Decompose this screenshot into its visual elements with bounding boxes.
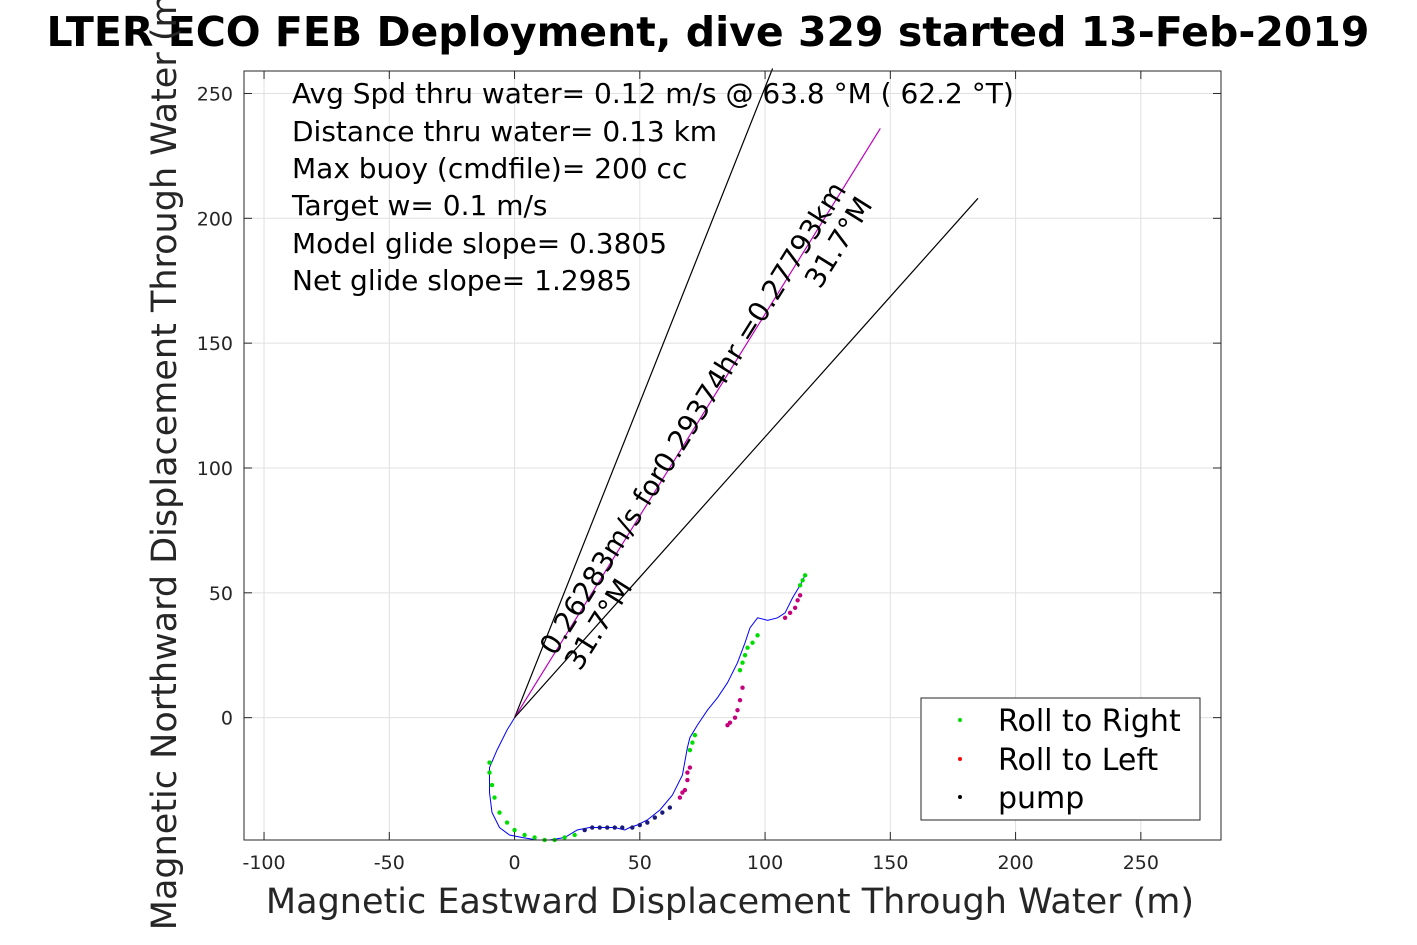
point-roll-to-right: [504, 820, 510, 825]
stat-net-glide: Net glide slope= 1.2985: [292, 264, 632, 297]
y-axis-label: Magnetic Northward Displacement Through …: [145, 0, 185, 930]
point-roll-to-right: [755, 633, 760, 638]
point-pump: [582, 827, 587, 833]
axes-box: [243, 70, 1222, 841]
point-roll-to-right: [740, 660, 745, 665]
point-pump: [597, 825, 602, 830]
x-tick-label: 100: [747, 852, 783, 874]
y-tick-label: 200: [197, 208, 233, 230]
point-pump: [605, 825, 610, 830]
point-roll-to-right: [532, 835, 537, 840]
point-roll-to-left: [682, 787, 688, 793]
point-roll-to-right: [745, 645, 750, 650]
reference-line-cone-right: [514, 197, 979, 719]
point-roll-to-left: [787, 610, 793, 615]
point-pump: [667, 805, 673, 810]
point-roll-to-right: [497, 810, 502, 815]
y-tick-label: 0: [221, 708, 233, 730]
stat-distance: Distance thru water= 0.13 km: [292, 115, 717, 148]
point-pump: [652, 815, 658, 820]
stats-block: Avg Spd thru water= 0.12 m/s @ 63.8 °M (…: [291, 77, 1014, 297]
point-pump: [612, 825, 617, 830]
point-roll-to-left: [797, 593, 803, 598]
x-tick-label: 200: [997, 852, 1033, 874]
grid-lines: [244, 71, 1221, 840]
point-roll-to-right: [800, 578, 805, 583]
point-roll-to-right: [802, 573, 808, 578]
point-roll-to-right: [692, 732, 698, 738]
legend-marker-roll-left: [958, 757, 962, 761]
point-roll-to-left: [677, 795, 683, 800]
point-roll-to-right: [572, 832, 577, 838]
point-roll-to-left: [782, 615, 788, 620]
axes: [243, 70, 1222, 841]
point-roll-to-right: [742, 653, 748, 658]
point-roll-to-right: [750, 640, 755, 645]
point-roll-to-left: [727, 720, 733, 725]
stat-model-glide: Model glide slope= 0.3805: [292, 227, 667, 260]
point-roll-to-left: [687, 765, 693, 770]
reference-line-cone-left: [513, 68, 774, 718]
point-pump: [637, 822, 643, 828]
point-pump: [660, 810, 665, 815]
point-roll-to-left: [795, 598, 800, 603]
x-tick-label: -50: [374, 852, 405, 874]
y-tick-label: 150: [197, 333, 233, 355]
point-roll-to-right: [492, 795, 497, 800]
glider-track: [489, 575, 806, 841]
chart-title: LTER ECO FEB Deployment, dive 329 starte…: [47, 8, 1370, 56]
x-axis-label: Magnetic Eastward Displacement Through W…: [266, 882, 1194, 922]
legend: Roll to Right Roll to Left pump: [920, 697, 1201, 821]
y-tick-label: 100: [197, 458, 233, 480]
legend-label-roll-left: Roll to Left: [998, 743, 1158, 778]
x-tick-label: 0: [509, 852, 521, 874]
point-roll-to-left: [732, 715, 738, 720]
point-roll-to-right: [512, 827, 517, 833]
point-roll-to-left: [735, 707, 740, 713]
point-roll-to-right: [489, 782, 495, 788]
y-tick-label: 250: [197, 83, 233, 105]
x-tick-label: -100: [242, 852, 285, 874]
point-roll-to-right: [487, 760, 492, 765]
stat-target-w: Target w= 0.1 m/s: [291, 189, 548, 222]
point-roll-to-right: [737, 668, 743, 673]
x-tick-label: 250: [1123, 852, 1159, 874]
point-roll-to-left: [685, 770, 690, 775]
point-roll-to-right: [687, 747, 693, 753]
legend-label-pump: pump: [998, 781, 1084, 816]
x-tick-label: 50: [628, 852, 652, 874]
point-roll-to-right: [690, 740, 695, 745]
stat-max-buoy: Max buoy (cmdfile)= 200 cc: [292, 152, 687, 185]
point-roll-to-right: [797, 583, 803, 588]
point-roll-to-left: [792, 605, 798, 611]
point-roll-to-left: [685, 777, 690, 783]
point-pump: [630, 825, 635, 830]
point-roll-to-right: [522, 832, 527, 838]
legend-box: [920, 697, 1201, 821]
point-roll-to-left: [740, 685, 745, 690]
point-roll-to-left: [737, 697, 743, 703]
stat-avg-speed: Avg Spd thru water= 0.12 m/s @ 63.8 °M (…: [292, 77, 1014, 110]
legend-label-roll-right: Roll to Right: [998, 704, 1181, 739]
point-roll-to-right: [562, 835, 567, 840]
tick-labels: -100 -50 0 50 100 150 200 250 0 50 100 150 200 250: [197, 83, 1159, 874]
x-tick-label: 150: [872, 852, 908, 874]
point-roll-to-right: [487, 770, 492, 775]
point-pump: [590, 825, 595, 830]
reference-line-current-vector: [514, 128, 881, 718]
point-pump: [645, 820, 650, 825]
point-pump: [620, 825, 625, 830]
y-tick-label: 50: [209, 583, 233, 605]
legend-marker-roll-right: [958, 718, 962, 722]
track-line: [489, 575, 806, 841]
legend-marker-pump: [958, 795, 962, 799]
reference-lines: [513, 68, 979, 719]
